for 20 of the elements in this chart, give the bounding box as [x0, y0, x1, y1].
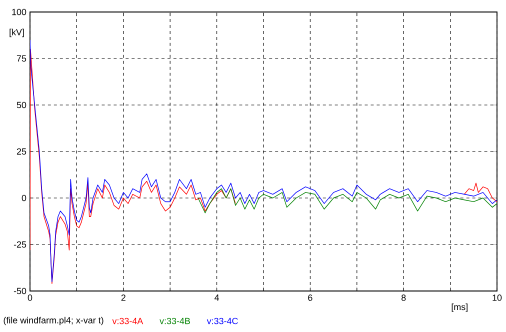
line-series: [198, 188, 498, 214]
y-tick-label: 25: [16, 148, 26, 155]
y-axis-title: [kV]: [10, 28, 24, 38]
text: v:33-4A: [112, 318, 144, 324]
y-tick-label: 0: [22, 194, 26, 202]
text: (file windfarm.pl4; x-var t): [4, 316, 104, 326]
y-tick-label: -25: [14, 241, 26, 248]
x-tick-label: 2: [121, 294, 126, 301]
text: v:33-4B: [160, 318, 190, 324]
text: v:33-4C: [206, 318, 238, 324]
x-tick-label: 8: [402, 294, 406, 301]
x-tick-label: 6: [308, 294, 312, 301]
y-tick-label: -50: [14, 288, 26, 294]
y-tick-label: 100: [12, 8, 26, 16]
x-axis-title: [ms]: [452, 304, 468, 312]
x-tick-label: 4: [214, 294, 220, 301]
x-tick-label: 10: [492, 294, 502, 301]
y-tick-label: 50: [16, 102, 26, 108]
x-tick-label: 0: [28, 294, 32, 301]
y-tick-label: 75: [16, 55, 26, 62]
